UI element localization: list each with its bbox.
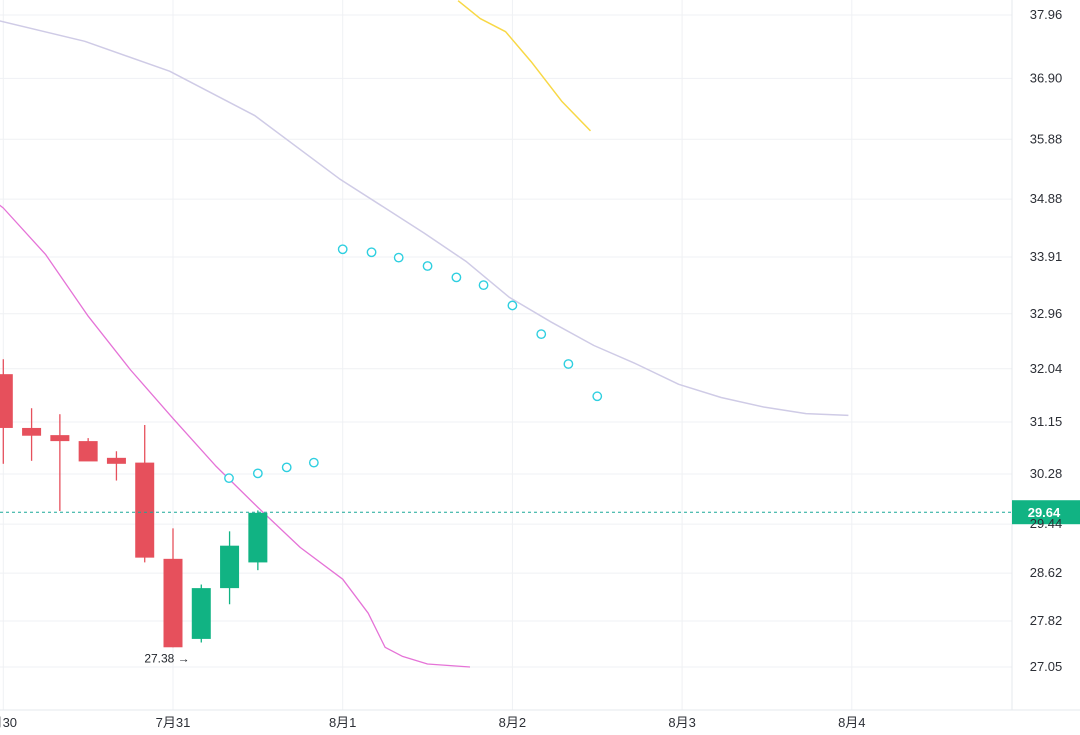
candle[interactable] <box>50 414 70 512</box>
sar-dot <box>224 473 234 484</box>
candle[interactable] <box>220 531 240 605</box>
candle[interactable] <box>191 584 211 643</box>
sar-dot <box>252 468 263 479</box>
moving-average-fast-line <box>0 204 471 668</box>
y-tick-label: 30.28 <box>1030 466 1063 481</box>
y-tick-label: 33.91 <box>1030 249 1063 264</box>
y-tick-label: 32.96 <box>1030 306 1063 321</box>
candle-body <box>191 588 211 639</box>
x-tick-label: 7月31 <box>156 715 191 730</box>
candle-body <box>220 545 240 589</box>
candle[interactable] <box>135 424 155 563</box>
x-tick-label: 8月4 <box>838 715 865 730</box>
x-tick-label: 8月1 <box>329 715 356 730</box>
y-tick-label: 35.88 <box>1030 131 1063 146</box>
current-price-layer: 29.64 <box>0 500 1080 525</box>
x-tick-label: 月30 <box>0 715 17 730</box>
candle[interactable] <box>22 408 42 461</box>
current-price-label: 29.64 <box>1028 505 1061 520</box>
candle-body <box>78 441 98 462</box>
moving-average-layer <box>0 0 849 668</box>
y-tick-label: 28.62 <box>1030 565 1063 580</box>
candle[interactable] <box>78 438 98 462</box>
y-tick-label: 32.04 <box>1030 361 1063 376</box>
axes-layer: 37.96 36.90 35.88 34.88 33.91 32.96 32.04 31.15… <box>0 7 1062 730</box>
x-tick-label: 8月3 <box>668 715 695 730</box>
candle-body <box>50 435 70 442</box>
moving-average-long-line <box>457 0 592 132</box>
y-tick-label: 27.82 <box>1030 613 1063 628</box>
candle[interactable] <box>106 451 126 481</box>
sar-dot <box>337 244 348 255</box>
parabolic-sar-layer <box>224 244 603 484</box>
x-tick-label: 8月2 <box>499 715 526 730</box>
low-price-marker: 27.38 → <box>144 651 189 665</box>
sar-dot <box>281 462 292 473</box>
candles-layer <box>0 359 268 648</box>
sar-dot <box>478 280 489 291</box>
grid-layer <box>0 0 1080 711</box>
candle-body <box>106 457 126 464</box>
sar-dot <box>393 252 404 263</box>
candle[interactable] <box>163 528 183 648</box>
y-tick-label: 36.90 <box>1030 70 1063 85</box>
current-price-badge <box>1012 500 1080 525</box>
y-tick-label: 31.15 <box>1030 414 1063 429</box>
y-tick-label: 29.44 <box>1030 516 1063 531</box>
candle-body <box>22 427 42 436</box>
y-tick-label: 34.88 <box>1030 191 1063 206</box>
sar-dot <box>308 457 319 468</box>
sar-dot <box>422 261 433 271</box>
y-tick-label: 27.05 <box>1030 659 1063 674</box>
candle-body <box>0 374 13 428</box>
y-tick-label: 37.96 <box>1030 7 1063 22</box>
candle[interactable] <box>248 510 268 571</box>
candle-body <box>163 558 183 648</box>
sar-dot <box>592 391 603 402</box>
candle-body <box>135 462 155 558</box>
candle[interactable] <box>0 359 13 464</box>
moving-average-slow-line <box>0 20 849 417</box>
sar-dot <box>536 329 547 340</box>
sar-dot <box>451 272 462 283</box>
sar-dot <box>563 359 574 369</box>
candle-body <box>248 512 268 563</box>
sar-dot <box>507 300 518 311</box>
sar-dot <box>366 247 377 258</box>
